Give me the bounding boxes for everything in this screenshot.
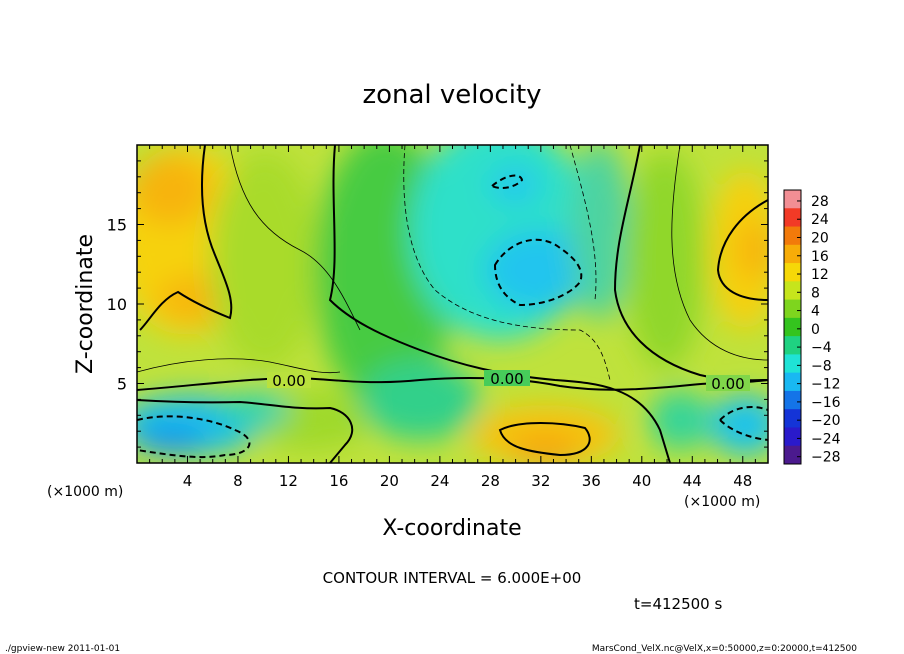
colorbar-label: −12 xyxy=(811,377,841,393)
x-tick-label: 24 xyxy=(430,472,449,490)
y-tick-label: 5 xyxy=(117,375,127,394)
contour-neg-lowright xyxy=(719,406,768,441)
x-unit-right: (×1000 m) xyxy=(684,494,760,510)
x-axis-label: X-coordinate xyxy=(382,516,521,541)
x-tick-label: 4 xyxy=(183,472,193,490)
x-tick-label: 40 xyxy=(632,472,651,490)
x-axis: 4 8 12 16 20 24 28 32 36 40 44 48 xyxy=(149,145,756,490)
colorbar-label: 28 xyxy=(811,194,829,210)
colorbar-swatch xyxy=(784,336,801,355)
colorbar-label: −24 xyxy=(811,431,841,447)
time-label: t=412500 s xyxy=(634,595,722,613)
colorbar-label: −20 xyxy=(811,413,841,429)
x-tick-label: 36 xyxy=(582,472,601,490)
footer-left: ./gpview-new 2011-01-01 xyxy=(5,644,120,654)
chart-title: zonal velocity xyxy=(362,80,541,110)
contour-neg-lowleft xyxy=(137,415,251,459)
x-tick-label: 20 xyxy=(380,472,399,490)
colorbar-label: −28 xyxy=(811,450,841,466)
colorbar-label: 12 xyxy=(811,267,829,283)
contour-thin-3 xyxy=(569,145,597,301)
colorbar: 28 24 20 16 12 8 4 0 −4 −8 −12 −16 −20 −24 −28 xyxy=(783,189,841,466)
colorbar-swatch xyxy=(784,208,801,228)
colorbar-label: 8 xyxy=(811,285,820,301)
x-tick-label: 32 xyxy=(531,472,550,490)
colorbar-label: −4 xyxy=(811,340,832,356)
colorbar-label: 0 xyxy=(811,322,820,338)
colorbar-swatch xyxy=(784,226,801,246)
x-tick-label: 28 xyxy=(481,472,500,490)
colorbar-swatch xyxy=(784,263,801,282)
y-axis: 5 10 15 xyxy=(107,160,768,448)
contour-neg-core xyxy=(493,238,583,307)
contour-zero-lowleft xyxy=(137,399,354,463)
y-tick-label: 15 xyxy=(107,216,127,235)
contour-thin-2 xyxy=(403,145,611,381)
colorbar-swatch xyxy=(784,299,801,319)
x-tick-label: 12 xyxy=(279,472,298,490)
contour-pos-bottom xyxy=(498,422,591,457)
x-tick-label: 48 xyxy=(733,472,752,490)
contour-zero-mid xyxy=(328,145,671,463)
colorbar-label: 24 xyxy=(811,212,829,228)
contour-neg-top xyxy=(490,174,524,189)
contour-label: 0.00 xyxy=(272,372,305,390)
colorbar-label: 16 xyxy=(811,249,829,265)
colorbar-label: 20 xyxy=(811,230,829,246)
footer-right: MarsCond_VelX.nc@VelX,x=0:50000,z=0:2000… xyxy=(592,644,857,654)
colorbar-swatch xyxy=(784,244,801,264)
contour-thin-4 xyxy=(137,358,341,374)
contour-pos-right xyxy=(716,199,768,301)
y-tick-label: 10 xyxy=(107,295,127,314)
colorbar-label: 4 xyxy=(811,304,820,320)
contour-zero-topleft xyxy=(139,145,233,331)
x-tick-label: 44 xyxy=(683,472,702,490)
colorbar-label: −16 xyxy=(811,395,841,411)
colorbar-swatch xyxy=(784,281,801,301)
x-tick-label: 16 xyxy=(329,472,348,490)
colorbar-swatch xyxy=(784,372,801,392)
colorbar-border xyxy=(783,189,802,465)
contour-thin-5 xyxy=(671,145,768,361)
colorbar-swatch xyxy=(784,390,801,410)
y-axis-label: Z-coordinate xyxy=(73,234,98,374)
colorbar-swatch xyxy=(784,445,801,465)
contour-label: 0.00 xyxy=(490,370,523,388)
colorbar-label: −8 xyxy=(811,358,832,374)
contour-interval: CONTOUR INTERVAL = 6.000E+00 xyxy=(323,569,582,587)
x-unit-left: (×1000 m) xyxy=(47,484,123,500)
colorbar-swatch xyxy=(784,427,801,447)
colorbar-swatch xyxy=(784,409,801,428)
x-tick-label: 8 xyxy=(233,472,243,490)
velocity-field xyxy=(137,145,768,463)
contour-thin-1 xyxy=(229,145,361,331)
colorbar-swatch xyxy=(784,354,801,374)
colorbar-swatch xyxy=(784,317,801,337)
colorbar-swatch xyxy=(784,190,801,209)
contour-label: 0.00 xyxy=(711,375,744,393)
